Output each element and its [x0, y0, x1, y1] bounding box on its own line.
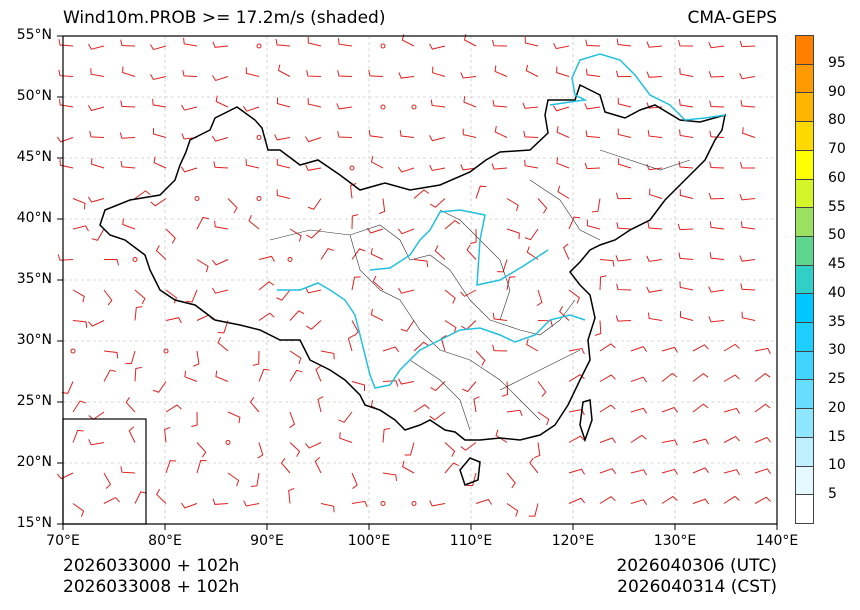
lat-label: 40°N	[16, 210, 52, 226]
lon-label: 70°E	[46, 533, 80, 549]
lon-label: 140°E	[755, 533, 799, 549]
lon-label: 90°E	[250, 533, 284, 549]
lon-label: 120°E	[551, 533, 595, 549]
colorbar-label: 80	[828, 112, 846, 129]
colorbar-label: 25	[828, 371, 846, 388]
lat-label: 35°N	[16, 271, 52, 287]
colorbar-segment	[796, 437, 813, 467]
colorbar-segment	[796, 208, 813, 237]
model-name: CMA-GEPS	[687, 8, 777, 28]
colorbar-segment	[796, 236, 813, 266]
colorbar-segment	[796, 122, 813, 151]
lat-label: 30°N	[16, 332, 52, 348]
colorbar-label: 15	[828, 428, 846, 445]
colorbar-label: 90	[828, 83, 846, 100]
lat-label: 50°N	[16, 88, 52, 104]
rivers	[277, 53, 726, 389]
colorbar-segment	[796, 265, 813, 295]
colorbar-segment	[796, 294, 813, 324]
colorbar-segment	[796, 64, 813, 94]
lat-label: 15°N	[16, 515, 52, 531]
colorbar-segment	[796, 495, 813, 523]
colorbar-label: 20	[828, 399, 846, 416]
colorbar-label: 95	[828, 54, 846, 71]
init-time-utc: 2026033000 + 102h	[63, 556, 240, 576]
colorbar-segment	[796, 323, 813, 352]
colorbar-segment	[796, 36, 813, 65]
colorbar-segment	[796, 466, 813, 496]
lat-label: 20°N	[16, 454, 52, 470]
init-time-block: 2026033000 + 102h 2026033008 + 102h	[63, 556, 239, 598]
lon-label: 110°E	[449, 533, 493, 549]
china-border	[99, 83, 726, 486]
colorbar-label: 70	[828, 141, 846, 158]
wind-barbs	[56, 33, 772, 517]
lon-label: 130°E	[653, 533, 697, 549]
colorbar-segment	[796, 93, 813, 123]
colorbar-segment	[796, 179, 813, 209]
colorbar-label: 35	[828, 313, 846, 330]
colorbar-segment	[796, 380, 813, 410]
init-time-cst: 2026033008 + 102h	[63, 577, 240, 597]
colorbar	[795, 35, 814, 524]
colorbar-label: 10	[828, 457, 846, 474]
colorbar-label: 50	[828, 227, 846, 244]
lon-label: 100°E	[347, 533, 391, 549]
colorbar-label: 30	[828, 342, 846, 359]
colorbar-label: 5	[828, 486, 837, 503]
graticule	[63, 36, 777, 524]
colorbar-segment	[796, 409, 813, 438]
colorbar-label: 45	[828, 256, 846, 273]
colorbar-segment	[796, 150, 813, 180]
valid-time-cst: 2026040314 (CST)	[617, 577, 777, 597]
chart-title: Wind10m.PROB >= 17.2m/s (shaded)	[63, 8, 386, 28]
lat-label: 45°N	[16, 149, 52, 165]
valid-time-block: 2026040306 (UTC) 2026040314 (CST)	[616, 556, 777, 598]
lat-label: 25°N	[16, 393, 52, 409]
lat-label: 55°N	[16, 27, 52, 43]
colorbar-label: 40	[828, 284, 846, 301]
valid-time-utc: 2026040306 (UTC)	[616, 556, 777, 576]
colorbar-label: 55	[828, 198, 846, 215]
colorbar-segment	[796, 351, 813, 381]
colorbar-label: 60	[828, 169, 846, 186]
lon-label: 80°E	[148, 533, 182, 549]
